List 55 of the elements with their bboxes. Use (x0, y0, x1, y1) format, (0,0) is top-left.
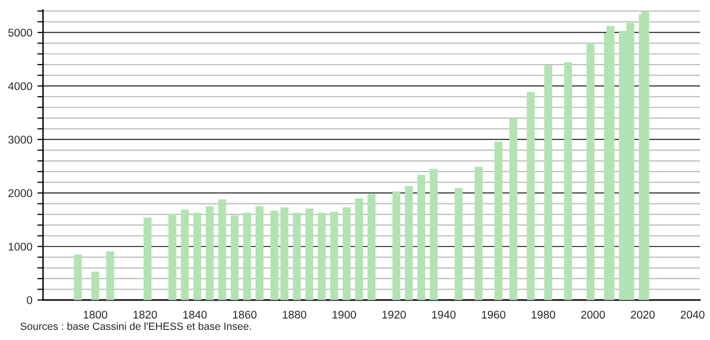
bar (564, 62, 572, 300)
bar (106, 251, 114, 300)
bar (355, 198, 364, 300)
y-tick-label: 1000 (8, 242, 32, 251)
y-tick-label: 5000 (8, 28, 32, 37)
bar (641, 12, 650, 300)
bar (144, 218, 152, 300)
bar (526, 92, 535, 300)
bar (74, 254, 82, 300)
x-tick-label: 2000 (581, 310, 605, 319)
x-tick-label: 1860 (233, 310, 257, 319)
x-tick-label: 2020 (630, 310, 655, 319)
bar (318, 212, 326, 300)
bar (454, 188, 463, 300)
bar (368, 194, 376, 300)
bar (606, 26, 614, 300)
y-tick-label: 0 (26, 296, 32, 304)
x-tick-label: 1940 (432, 310, 456, 319)
x-tick-label: 1920 (382, 310, 406, 319)
bar (392, 191, 400, 300)
bar (292, 212, 301, 300)
source-note: Sources : base Cassini de l'EHESS et base Insee. (20, 322, 251, 330)
y-tick-label: 3000 (8, 136, 32, 144)
bar (586, 43, 594, 300)
x-tick-label: 2040 (680, 310, 704, 319)
bar (180, 210, 189, 300)
bar (430, 168, 438, 300)
x-tick-label: 1880 (282, 310, 306, 319)
x-tick-label: 1800 (84, 310, 108, 319)
y-tick-label: 4000 (8, 82, 32, 90)
bar (417, 174, 426, 300)
bar (342, 207, 351, 300)
bar (91, 272, 100, 300)
bar (230, 215, 239, 300)
bar (256, 206, 264, 300)
bar (474, 166, 482, 300)
bar (206, 206, 214, 300)
x-tick-label: 1980 (532, 310, 556, 319)
bar (494, 142, 502, 300)
x-tick-label: 1840 (183, 310, 207, 319)
x-tick-label: 1820 (134, 310, 157, 319)
bar (509, 118, 518, 300)
y-tick-label: 2000 (8, 189, 32, 198)
bar (270, 210, 278, 300)
bar (544, 65, 552, 300)
bar (168, 214, 176, 300)
bar (193, 212, 202, 300)
x-tick-label: 1960 (482, 310, 506, 319)
x-tick-label: 1900 (332, 310, 356, 319)
bar (243, 212, 252, 300)
bar (404, 186, 413, 300)
bar (280, 207, 288, 300)
bar (330, 212, 338, 300)
bar (305, 208, 314, 300)
bar (218, 199, 226, 300)
